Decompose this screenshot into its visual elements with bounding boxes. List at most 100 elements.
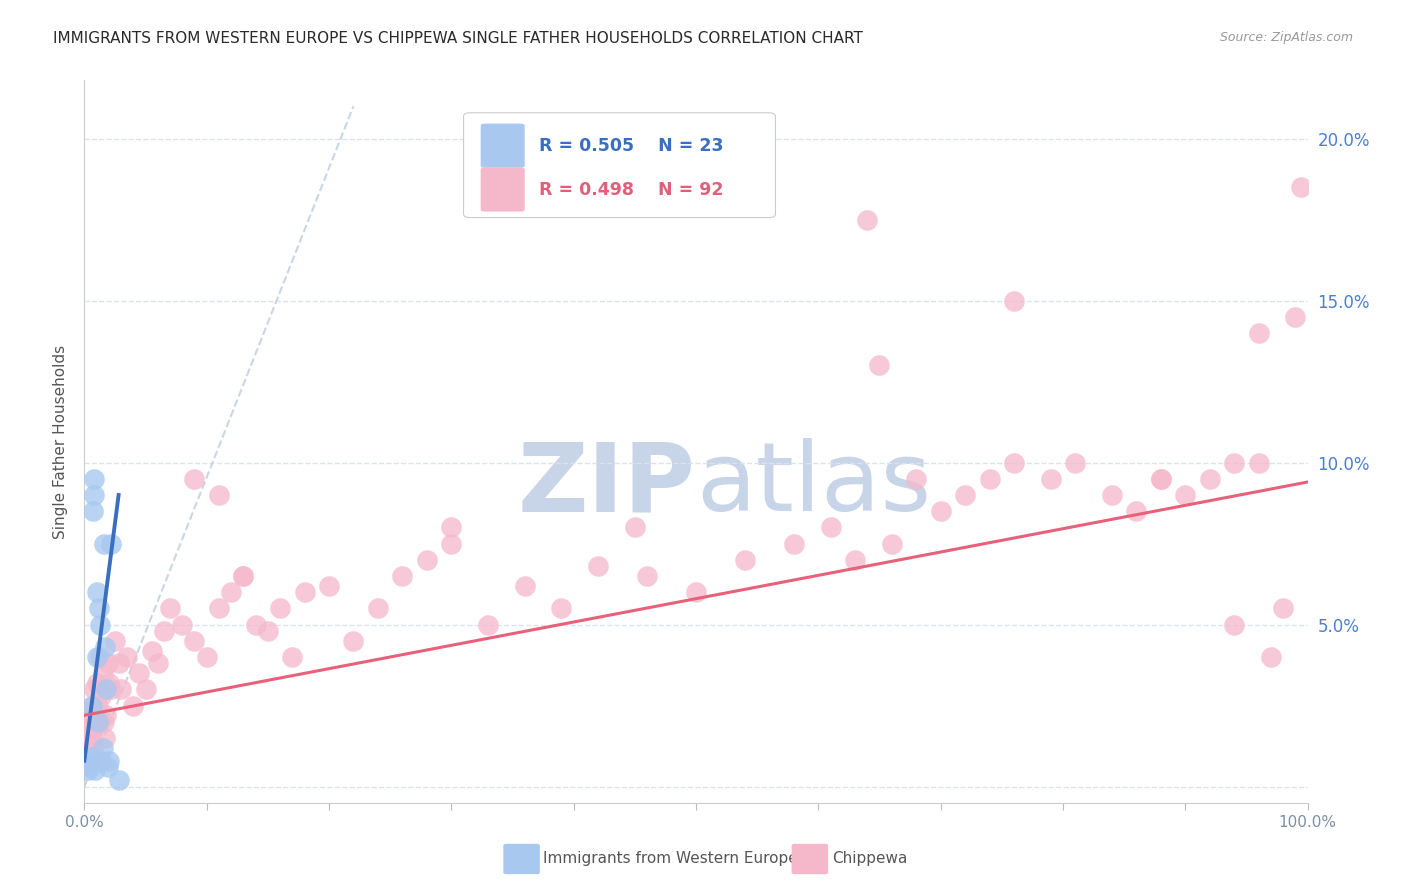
Point xyxy=(1002,456,1025,470)
Point xyxy=(97,676,120,690)
Point xyxy=(84,764,107,778)
Point xyxy=(1039,472,1062,486)
Point xyxy=(100,536,122,550)
Point xyxy=(91,666,114,681)
Point xyxy=(1101,488,1123,502)
Point xyxy=(89,650,111,665)
Point xyxy=(1272,601,1295,615)
Point xyxy=(219,585,242,599)
Point xyxy=(84,754,107,768)
Point xyxy=(1125,504,1147,518)
Y-axis label: Single Father Households: Single Father Households xyxy=(52,344,67,539)
Point xyxy=(82,740,104,755)
Point xyxy=(624,520,647,534)
Point xyxy=(208,601,231,615)
Point xyxy=(513,579,536,593)
Point xyxy=(245,617,267,632)
Point xyxy=(440,536,463,550)
Point xyxy=(636,569,658,583)
Point xyxy=(146,657,169,671)
Point xyxy=(586,559,609,574)
Point xyxy=(110,682,132,697)
Point xyxy=(269,601,291,615)
Point xyxy=(183,472,205,486)
Point xyxy=(107,773,129,788)
Point xyxy=(75,714,97,729)
Text: IMMIGRANTS FROM WESTERN EUROPE VS CHIPPEWA SINGLE FATHER HOUSEHOLDS CORRELATION : IMMIGRANTS FROM WESTERN EUROPE VS CHIPPE… xyxy=(53,31,863,46)
Point xyxy=(1291,180,1313,194)
Point xyxy=(87,601,110,615)
Point xyxy=(91,740,114,755)
Point xyxy=(281,650,304,665)
Point xyxy=(1002,293,1025,308)
Point xyxy=(153,624,176,638)
Text: R = 0.505    N = 23: R = 0.505 N = 23 xyxy=(540,136,724,154)
Point xyxy=(100,682,122,697)
Point xyxy=(1284,310,1306,324)
Point xyxy=(195,650,218,665)
Point xyxy=(183,633,205,648)
Point xyxy=(80,698,103,713)
Point xyxy=(107,657,129,671)
Point xyxy=(77,747,100,762)
Point xyxy=(232,569,254,583)
Point xyxy=(122,698,145,713)
Point xyxy=(844,553,866,567)
Point xyxy=(880,536,903,550)
Text: Immigrants from Western Europe: Immigrants from Western Europe xyxy=(543,852,797,866)
Point xyxy=(342,633,364,648)
Point xyxy=(83,721,105,735)
Point xyxy=(550,601,572,615)
Point xyxy=(208,488,231,502)
Text: atlas: atlas xyxy=(696,438,931,532)
Point xyxy=(905,472,928,486)
Point xyxy=(318,579,340,593)
Point xyxy=(94,640,117,655)
Point xyxy=(79,760,101,774)
Point xyxy=(94,731,117,745)
Text: ZIP: ZIP xyxy=(517,438,696,532)
Point xyxy=(367,601,389,615)
Point xyxy=(87,714,110,729)
Point xyxy=(856,212,879,227)
Point xyxy=(232,569,254,583)
Point xyxy=(77,764,100,778)
Point xyxy=(115,650,138,665)
Point xyxy=(953,488,976,502)
Point xyxy=(97,657,120,671)
Point xyxy=(77,754,100,768)
Point xyxy=(159,601,181,615)
Point xyxy=(83,472,105,486)
Point xyxy=(86,676,108,690)
Point xyxy=(135,682,157,697)
FancyBboxPatch shape xyxy=(481,124,524,168)
Point xyxy=(97,754,120,768)
Point xyxy=(869,359,891,373)
Point xyxy=(734,553,756,567)
Point xyxy=(416,553,439,567)
Point xyxy=(979,472,1001,486)
Point xyxy=(294,585,316,599)
Point xyxy=(96,708,118,723)
Point xyxy=(783,536,806,550)
Point xyxy=(1150,472,1173,486)
Point xyxy=(87,698,110,713)
Point xyxy=(257,624,280,638)
Point xyxy=(1247,326,1270,340)
Point xyxy=(172,617,194,632)
Point xyxy=(1247,456,1270,470)
Point xyxy=(1174,488,1197,502)
Point xyxy=(1223,617,1246,632)
Point xyxy=(391,569,413,583)
Text: Source: ZipAtlas.com: Source: ZipAtlas.com xyxy=(1219,31,1353,45)
Text: Chippewa: Chippewa xyxy=(832,852,908,866)
Point xyxy=(90,754,112,768)
Point xyxy=(96,682,118,697)
Point xyxy=(1198,472,1220,486)
Point xyxy=(90,689,112,703)
Point xyxy=(440,520,463,534)
Point xyxy=(77,708,100,723)
Point xyxy=(89,617,111,632)
Point xyxy=(477,617,499,632)
Point xyxy=(83,682,105,697)
